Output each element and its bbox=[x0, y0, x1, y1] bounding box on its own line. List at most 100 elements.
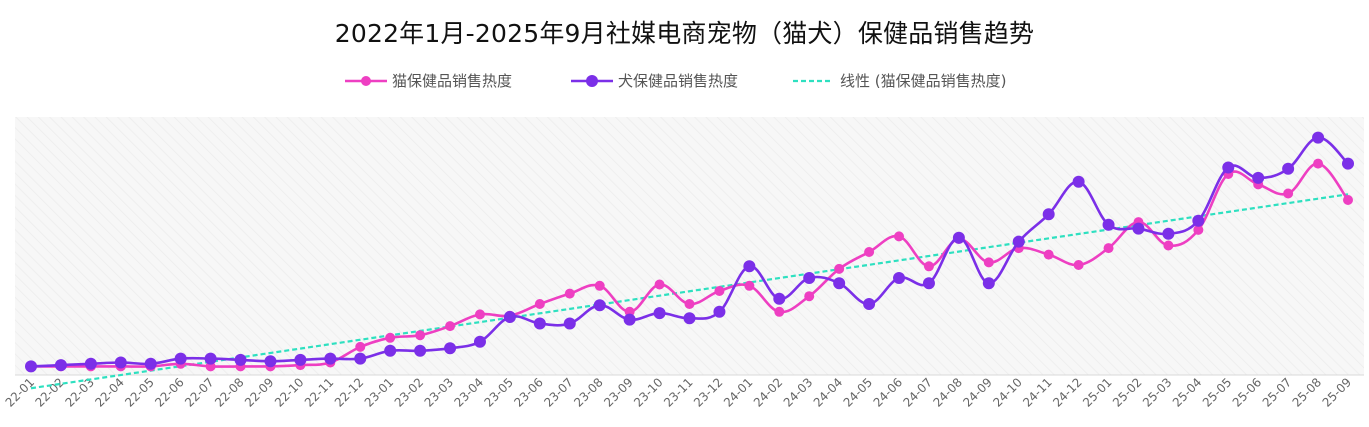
x-tick-label: 23-11 bbox=[661, 375, 696, 410]
dog-data-point[interactable] bbox=[593, 299, 606, 312]
trendline-series-line bbox=[30, 193, 1349, 390]
cat-data-point[interactable] bbox=[1343, 195, 1353, 205]
x-tick-label: 25-07 bbox=[1260, 375, 1295, 410]
dog-data-point[interactable] bbox=[863, 298, 876, 310]
dog-data-point[interactable] bbox=[653, 307, 666, 320]
x-tick-label: 24-11 bbox=[1020, 375, 1055, 410]
dog-data-point[interactable] bbox=[773, 292, 786, 305]
x-axis-ticks: 22-0122-0222-0322-0422-0522-0622-0722-08… bbox=[3, 375, 1355, 410]
dog-data-point[interactable] bbox=[414, 344, 427, 357]
cat-data-point[interactable] bbox=[804, 291, 815, 302]
x-tick-label: 22-07 bbox=[182, 375, 217, 410]
cat-data-point[interactable] bbox=[594, 280, 605, 291]
dog-data-point[interactable] bbox=[982, 277, 995, 290]
dog-data-point[interactable] bbox=[1132, 222, 1145, 235]
dog-data-point[interactable] bbox=[1312, 131, 1325, 144]
dog-data-point[interactable] bbox=[1342, 157, 1354, 170]
dog-data-point[interactable] bbox=[893, 272, 906, 284]
dog-data-point[interactable] bbox=[264, 355, 277, 368]
dog-data-point[interactable] bbox=[84, 357, 97, 370]
cat-data-point[interactable] bbox=[445, 321, 456, 332]
x-tick-label: 23-09 bbox=[601, 375, 636, 410]
dog-data-point[interactable] bbox=[354, 352, 367, 365]
dog-data-point[interactable] bbox=[623, 313, 636, 326]
dog-data-point[interactable] bbox=[1162, 227, 1175, 240]
legend-label[interactable]: 线性 (猫保健品销售热度) bbox=[840, 72, 1006, 90]
dog-data-point[interactable] bbox=[1042, 208, 1055, 221]
cat-data-point[interactable] bbox=[1103, 243, 1114, 254]
dog-data-point[interactable] bbox=[1252, 171, 1265, 184]
cat-data-point[interactable] bbox=[1043, 249, 1054, 260]
dog-data-point[interactable] bbox=[294, 353, 307, 366]
cat-data-point[interactable] bbox=[774, 306, 785, 317]
cat-data-point[interactable] bbox=[983, 257, 994, 268]
x-tick-label: 24-07 bbox=[901, 375, 936, 410]
cat-data-point[interactable] bbox=[1193, 224, 1204, 235]
x-tick-label: 23-02 bbox=[392, 375, 427, 410]
dog-data-point[interactable] bbox=[952, 231, 965, 244]
dog-data-point[interactable] bbox=[234, 353, 247, 366]
dog-data-point[interactable] bbox=[144, 357, 157, 370]
cat-data-point[interactable] bbox=[744, 280, 755, 291]
cat-data-point[interactable] bbox=[894, 231, 905, 242]
legend: 猫保健品销售热度 犬保健品销售热度 线性 (猫保健品销售热度) bbox=[345, 72, 1006, 90]
dog-data-point[interactable] bbox=[114, 356, 127, 369]
x-tick-label: 25-04 bbox=[1170, 375, 1205, 410]
dog-data-point[interactable] bbox=[204, 352, 217, 365]
dog-data-point[interactable] bbox=[1102, 218, 1115, 231]
dog-data-point[interactable] bbox=[803, 272, 816, 284]
dog-data-point[interactable] bbox=[1072, 175, 1085, 188]
dog-data-point[interactable] bbox=[503, 311, 516, 323]
dog-data-point[interactable] bbox=[1222, 161, 1235, 174]
cat-data-point[interactable] bbox=[355, 341, 366, 352]
x-tick-label: 22-02 bbox=[32, 375, 67, 410]
dog-data-point[interactable] bbox=[1192, 214, 1205, 227]
cat-data-point[interactable] bbox=[654, 279, 665, 290]
dog-data-point[interactable] bbox=[324, 352, 337, 365]
dog-data-point[interactable] bbox=[563, 317, 576, 330]
cat-data-point[interactable] bbox=[1313, 158, 1324, 169]
dog-data-point[interactable] bbox=[1282, 162, 1295, 175]
cat-data-point[interactable] bbox=[385, 332, 396, 343]
cat-data-point[interactable] bbox=[1283, 188, 1294, 199]
legend-label[interactable]: 猫保健品销售热度 bbox=[392, 72, 512, 90]
x-tick-label: 24-05 bbox=[841, 375, 876, 410]
cat-data-point[interactable] bbox=[714, 286, 725, 296]
dog-data-point[interactable] bbox=[533, 317, 546, 330]
cat-data-point[interactable] bbox=[684, 299, 695, 309]
cat-data-point[interactable] bbox=[474, 309, 485, 320]
x-tick-label: 23-06 bbox=[511, 375, 546, 410]
x-tick-label: 23-08 bbox=[571, 375, 606, 410]
dog-data-point[interactable] bbox=[713, 305, 726, 318]
series-layer bbox=[25, 131, 1354, 390]
dog-data-point[interactable] bbox=[683, 312, 696, 325]
dog-data-point[interactable] bbox=[384, 344, 397, 357]
cat-data-point[interactable] bbox=[534, 299, 545, 309]
x-tick-label: 23-10 bbox=[631, 375, 666, 410]
dog-data-point[interactable] bbox=[174, 352, 187, 365]
cat-data-point[interactable] bbox=[923, 261, 934, 272]
x-tick-label: 22-09 bbox=[242, 375, 277, 410]
dog-data-point[interactable] bbox=[25, 360, 37, 373]
cat-data-point[interactable] bbox=[564, 288, 575, 299]
dog-data-point[interactable] bbox=[444, 342, 457, 355]
dog-data-point[interactable] bbox=[1012, 235, 1025, 248]
cat-data-point[interactable] bbox=[864, 247, 875, 257]
legend-label[interactable]: 犬保健品销售热度 bbox=[618, 72, 738, 90]
x-tick-label: 22-11 bbox=[302, 375, 337, 410]
x-tick-label: 24-03 bbox=[781, 375, 816, 410]
cat-data-point[interactable] bbox=[415, 330, 426, 341]
dog-data-point[interactable] bbox=[743, 260, 756, 273]
x-tick-label: 22-08 bbox=[212, 375, 247, 410]
cat-data-point[interactable] bbox=[834, 263, 845, 274]
dog-data-point[interactable] bbox=[922, 277, 935, 290]
x-tick-label: 23-07 bbox=[541, 375, 576, 410]
cat-data-point[interactable] bbox=[1073, 260, 1084, 270]
x-tick-label: 25-06 bbox=[1230, 375, 1265, 410]
dog-data-point[interactable] bbox=[54, 359, 67, 372]
cat-data-point[interactable] bbox=[1163, 240, 1174, 251]
x-tick-label: 25-05 bbox=[1200, 375, 1235, 410]
dog-data-point[interactable] bbox=[473, 335, 486, 348]
dog-data-point[interactable] bbox=[833, 277, 846, 290]
